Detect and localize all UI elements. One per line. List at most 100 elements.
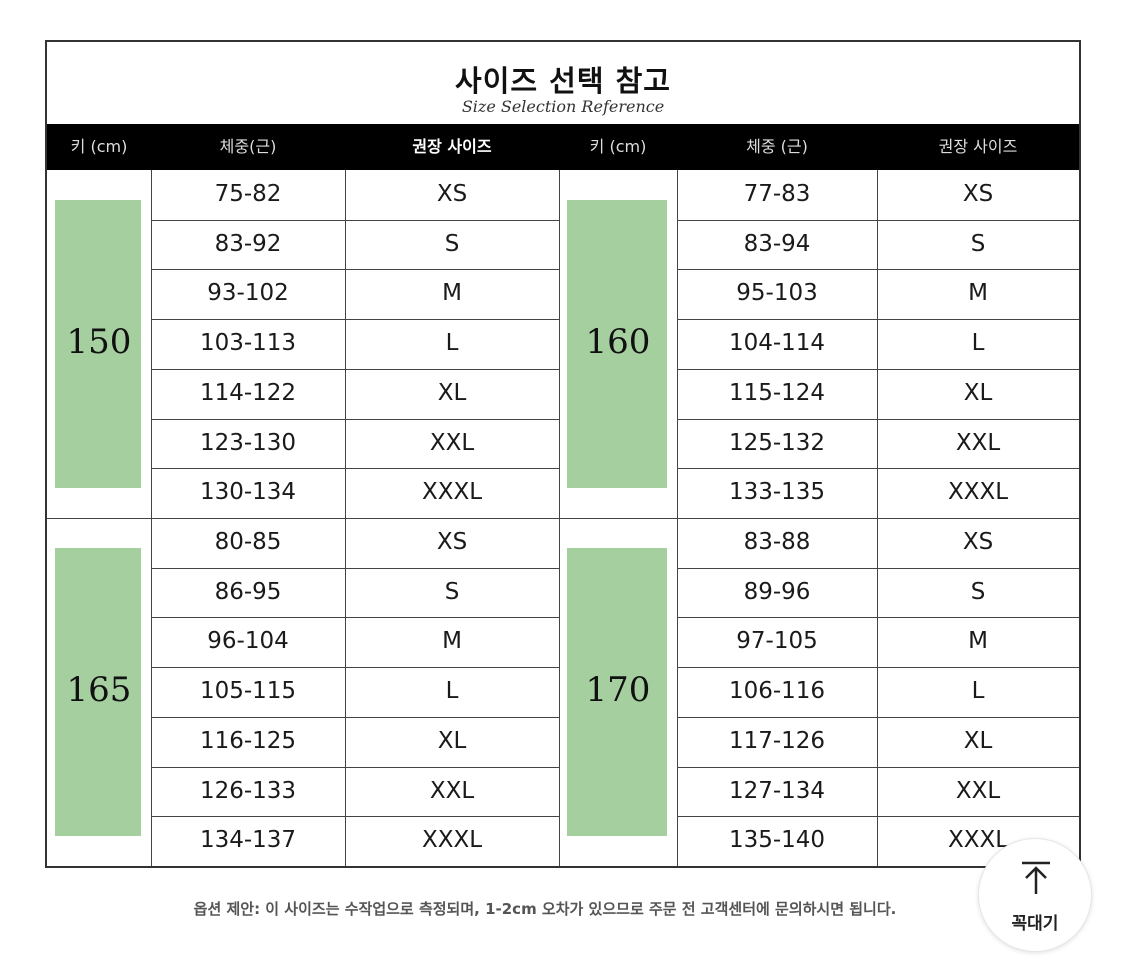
scroll-to-top-label: 꼭대기 (1011, 914, 1059, 934)
row-divider (151, 269, 559, 271)
scroll-to-top-button[interactable]: 꼭대기 (978, 838, 1092, 952)
weight-cell: 133-135 (728, 479, 826, 506)
size-chart: 사이즈 선택 참고 Size Selection Reference 키 (cm… (45, 40, 1081, 868)
weight-cell: 80-85 (214, 529, 282, 555)
size-cell: L (971, 330, 985, 357)
row-divider (677, 716, 1079, 718)
weight-cell: 75-82 (214, 181, 282, 207)
row-divider (677, 667, 1079, 669)
size-cell: L (971, 678, 985, 705)
weight-cell: 126-133 (199, 777, 297, 804)
size-cell: XS (436, 181, 468, 207)
weight-cell: 86-95 (214, 578, 282, 605)
weight-cell: 135-140 (728, 827, 826, 854)
header-height: 키 (cm) (589, 137, 647, 156)
column-divider (677, 170, 678, 518)
row-divider (151, 468, 559, 470)
header-weight: 체중(근) (219, 137, 277, 156)
arrow-up-to-top-icon (1022, 861, 1050, 894)
size-cell: XXXL (421, 479, 483, 506)
size-cell: M (442, 628, 462, 655)
chart-title: 사이즈 선택 참고 (455, 64, 671, 98)
size-cell: XXXL (947, 479, 1009, 506)
weight-cell: 127-134 (728, 777, 826, 804)
weight-cell: 93-102 (207, 280, 289, 307)
weight-cell: 95-103 (736, 280, 818, 307)
height-block (55, 548, 141, 836)
weight-cell: 83-94 (743, 230, 811, 257)
weight-cell: 123-130 (199, 429, 297, 456)
weight-cell: 106-116 (728, 678, 826, 705)
weight-cell: 83-92 (214, 230, 282, 257)
height-value: 165 (66, 669, 132, 710)
row-divider (677, 368, 1079, 370)
size-cell: XXL (955, 429, 1001, 456)
column-divider (877, 518, 878, 866)
row-divider (151, 617, 559, 619)
column-divider (151, 170, 152, 518)
size-cell: XS (962, 181, 994, 207)
weight-cell: 83-88 (743, 529, 811, 555)
row-divider (677, 468, 1079, 470)
measurement-note: 옵션 제안: 이 사이즈는 수작업으로 측정되며, 1-2cm 오차가 있으므로… (193, 900, 897, 918)
row-divider (151, 567, 559, 569)
weight-cell: 96-104 (207, 628, 289, 655)
weight-cell: 89-96 (743, 578, 811, 605)
row-divider (677, 418, 1079, 420)
row-divider (677, 617, 1079, 619)
size-cell: XL (437, 379, 467, 406)
size-cell: XXL (429, 429, 475, 456)
size-cell: S (444, 578, 460, 605)
row-divider (151, 716, 559, 718)
size-cell: L (445, 330, 459, 357)
weight-cell: 105-115 (199, 678, 297, 705)
column-divider (345, 170, 346, 518)
height-value: 170 (585, 669, 651, 710)
size-cell: M (968, 628, 988, 655)
table-header: 키 (cm) 체중(근) 권장 사이즈 키 (cm) 체중 (근) 권장 사이즈 (47, 124, 1079, 170)
row-divider (151, 368, 559, 370)
column-divider (677, 518, 678, 866)
size-table: 150 75-82 XS 83-92 S 93-102 M 103-113 L 114-122 XL… (47, 170, 1079, 866)
row-divider (677, 766, 1079, 768)
header-weight: 체중 (근) (746, 137, 808, 156)
size-cell: S (970, 578, 986, 605)
row-divider (677, 319, 1079, 321)
row-divider (151, 319, 559, 321)
weight-cell: 117-126 (728, 727, 826, 754)
column-divider (151, 518, 152, 866)
row-divider (151, 667, 559, 669)
row-divider (677, 219, 1079, 221)
size-cell: M (968, 280, 988, 307)
header-recommended-size: 권장 사이즈 (938, 137, 1018, 156)
weight-cell: 115-124 (728, 379, 826, 406)
size-cell: XL (437, 727, 467, 754)
column-divider (877, 170, 878, 518)
row-divider (151, 418, 559, 420)
size-cell: M (442, 280, 462, 307)
size-cell: XXXL (947, 827, 1009, 854)
size-cell: XL (963, 727, 993, 754)
row-divider (677, 567, 1079, 569)
height-block (55, 200, 141, 488)
column-divider (345, 518, 346, 866)
weight-cell: 114-122 (199, 379, 297, 406)
height-block (567, 548, 667, 836)
size-cell: XL (963, 379, 993, 406)
size-cell: S (444, 230, 460, 257)
weight-cell: 103-113 (199, 330, 297, 357)
chart-subtitle: Size Selection Reference (461, 97, 665, 116)
weight-cell: 104-114 (728, 330, 826, 357)
row-divider (677, 816, 1079, 818)
size-cell: XS (962, 529, 994, 555)
size-cell: XXL (429, 777, 475, 804)
row-divider (151, 219, 559, 221)
height-value: 160 (585, 321, 651, 362)
weight-cell: 77-83 (743, 181, 811, 207)
row-divider (677, 269, 1079, 271)
title-area: 사이즈 선택 참고 Size Selection Reference (47, 42, 1079, 124)
weight-cell: 97-105 (736, 628, 818, 655)
weight-cell: 116-125 (199, 727, 297, 754)
size-cell: XXXL (421, 827, 483, 854)
size-cell: S (970, 230, 986, 257)
